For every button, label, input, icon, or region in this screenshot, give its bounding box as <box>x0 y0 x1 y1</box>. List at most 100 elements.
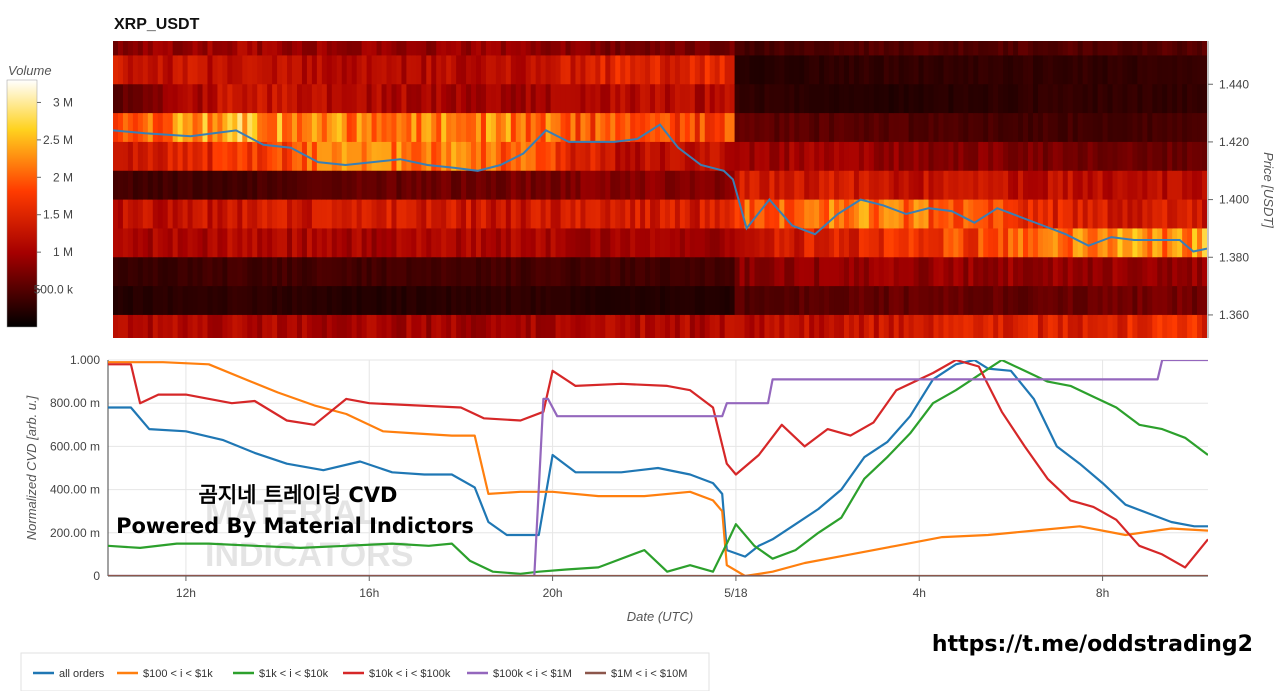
heatmap-cell <box>242 228 248 258</box>
legend-item-label[interactable]: all orders <box>59 668 105 680</box>
heatmap-cell <box>207 286 214 316</box>
heatmap-cell <box>306 113 313 143</box>
heatmap-cell <box>829 314 835 338</box>
heatmap-cell <box>436 84 442 114</box>
heatmap-cell <box>336 141 343 172</box>
heatmap-cell <box>958 257 964 287</box>
heatmap-cell <box>734 113 741 143</box>
heatmap-cell <box>953 41 959 56</box>
heatmap-cell <box>242 84 248 114</box>
legend-item-label[interactable]: $100 < i < $1k <box>143 668 213 680</box>
heatmap-cell <box>868 113 875 143</box>
heatmap-cell <box>769 170 775 201</box>
heatmap-cell <box>1182 170 1188 201</box>
heatmap-cell <box>913 55 920 85</box>
heatmap-cell <box>858 113 865 143</box>
heatmap-cell <box>147 228 154 258</box>
heatmap-cell <box>301 141 308 172</box>
heatmap-cell <box>227 55 233 85</box>
heatmap-cell <box>525 228 532 258</box>
heatmap-cell <box>137 286 144 316</box>
heatmap-cell <box>714 55 721 85</box>
heatmap-cell <box>436 41 442 56</box>
heatmap-cell <box>933 84 940 114</box>
heatmap-cell <box>515 257 522 287</box>
heatmap-cell <box>346 228 353 258</box>
heatmap-cell <box>212 199 219 229</box>
heatmap-cell <box>406 257 412 287</box>
legend-item-label[interactable]: $100k < i < $1M <box>493 668 572 680</box>
legend-item-label[interactable]: $1M < i < $10M <box>611 668 687 680</box>
heatmap-cell <box>640 199 646 229</box>
heatmap-cell <box>207 314 214 338</box>
heatmap-cell <box>157 170 164 201</box>
heatmap-cell <box>182 84 189 114</box>
heatmap-cell <box>1147 141 1153 172</box>
heatmap-cell <box>1122 113 1129 143</box>
heatmap-cell <box>570 84 577 114</box>
heatmap-cell <box>764 199 770 229</box>
heatmap-cell <box>918 314 925 338</box>
heatmap-cell <box>485 314 492 338</box>
heatmap-cell <box>466 286 472 316</box>
heatmap-cell <box>834 141 840 172</box>
heatmap-cell <box>461 170 467 201</box>
heatmap-cell <box>1097 228 1104 258</box>
heatmap-cell <box>1112 141 1119 172</box>
telegram-link[interactable]: https://t.me/oddstrading2 <box>932 632 1253 657</box>
colorbar-tick-label: 2.5 M <box>43 133 73 147</box>
heatmap-cell <box>535 228 542 258</box>
heatmap-cell <box>734 228 741 258</box>
heatmap-cell <box>127 228 134 258</box>
heatmap-cell <box>132 286 139 316</box>
heatmap-cell <box>645 199 651 229</box>
heatmap-cell <box>868 286 875 316</box>
heatmap-cell <box>396 228 403 258</box>
legend-item-label[interactable]: $1k < i < $10k <box>259 668 329 680</box>
heatmap-cell <box>122 314 129 338</box>
heatmap-cell <box>1008 257 1014 287</box>
heatmap-cell <box>1032 113 1039 143</box>
heatmap-cell <box>724 113 731 143</box>
heatmap-cell <box>863 228 870 258</box>
heatmap-cell <box>545 113 552 143</box>
heatmap-cell <box>505 228 512 258</box>
heatmap-cell <box>754 55 761 85</box>
heatmap-cell <box>391 141 398 172</box>
watermark-logo-line1: MATERIAL <box>205 494 378 532</box>
heatmap-cell <box>684 84 691 114</box>
heatmap-cell <box>515 55 522 85</box>
heatmap-cell <box>247 257 253 287</box>
heatmap-cell <box>282 228 288 258</box>
heatmap-cell <box>779 314 785 338</box>
heatmap-cell <box>774 228 780 258</box>
heatmap-cell <box>988 199 994 229</box>
heatmap-cell <box>277 314 283 338</box>
heatmap-cell <box>1177 170 1183 201</box>
heatmap-cell <box>257 228 263 258</box>
heatmap-cell <box>809 170 815 201</box>
heatmap-cell <box>1052 170 1059 201</box>
heatmap-cell <box>301 199 308 229</box>
heatmap-cell <box>386 257 393 287</box>
heatmap-cell <box>560 286 567 316</box>
heatmap-cell <box>669 84 676 114</box>
heatmap-cell <box>1077 286 1084 316</box>
heatmap-cell <box>147 199 154 229</box>
heatmap-cell <box>1122 41 1129 56</box>
heatmap-cell <box>356 170 363 201</box>
heatmap-cell <box>863 141 870 172</box>
legend: all orders $100 < i < $1k $1k < i < $10k $1… <box>20 652 710 691</box>
heatmap-cell <box>262 199 268 229</box>
heatmap-cell <box>878 257 885 287</box>
legend-item-label[interactable]: $10k < i < $100k <box>369 668 451 680</box>
heatmap-cell <box>883 113 890 143</box>
heatmap-cell <box>1167 199 1173 229</box>
heatmap-cell <box>1018 314 1024 338</box>
heatmap-cell <box>550 41 557 56</box>
heatmap-cell <box>1197 84 1203 114</box>
heatmap-cell <box>1132 55 1138 85</box>
heatmap-cell <box>1042 314 1049 338</box>
heatmap-cell <box>719 84 726 114</box>
heatmap-cell <box>431 170 437 201</box>
